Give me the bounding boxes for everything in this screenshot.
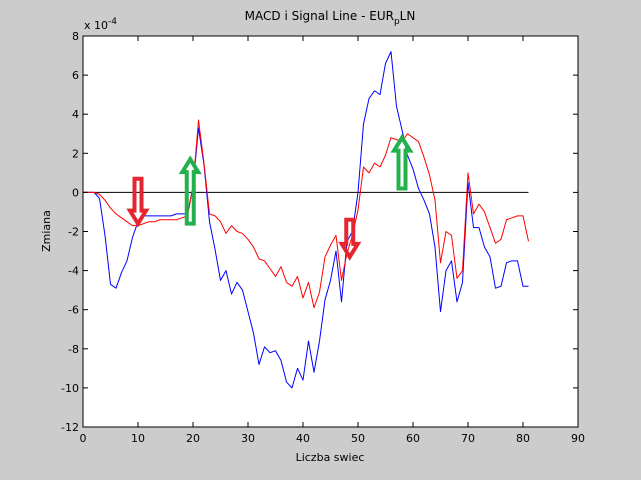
x-tick-layer: 0 10 20 30 40 50 60 70 80 90 xyxy=(80,36,585,445)
x-tick-label: 40 xyxy=(296,432,310,445)
x-tick-label: 50 xyxy=(351,432,365,445)
down-arrow-3 xyxy=(338,217,362,261)
y-tick-label: 6 xyxy=(72,69,79,82)
x-tick-label: 0 xyxy=(80,432,87,445)
x-tick-label: 90 xyxy=(571,432,585,445)
annotation-layer xyxy=(126,133,414,261)
y-multiplier: x 10-4 xyxy=(84,17,117,32)
series-layer xyxy=(83,51,529,389)
y-tick-label: -12 xyxy=(61,421,79,434)
x-tick-label: 70 xyxy=(461,432,475,445)
y-tick-layer: -12 -10 -8 -6 -4 -2 0 2 4 6 8 xyxy=(61,30,578,434)
chart-title: MACD i Signal Line - EURpLN xyxy=(245,9,416,27)
y-axis-label: Zmiana xyxy=(40,210,53,252)
down-arrow-1 xyxy=(126,176,150,228)
y-tick-label: 2 xyxy=(72,147,79,160)
y-tick-label: -8 xyxy=(68,343,79,356)
x-axis-label: Liczba swiec xyxy=(296,451,365,464)
series-line-1 xyxy=(83,51,529,389)
plot-area xyxy=(83,36,578,427)
y-tick-label: 8 xyxy=(72,30,79,43)
y-tick-label: -4 xyxy=(68,265,79,278)
x-tick-label: 60 xyxy=(406,432,420,445)
series-line-2 xyxy=(83,119,529,309)
up-arrow-4 xyxy=(390,133,414,191)
y-tick-label: 4 xyxy=(72,108,79,121)
x-tick-label: 30 xyxy=(241,432,255,445)
y-tick-label: -6 xyxy=(68,304,79,317)
y-tick-label: 0 xyxy=(72,186,79,199)
y-tick-label: -2 xyxy=(68,226,79,239)
x-tick-label: 20 xyxy=(186,432,200,445)
x-tick-label: 10 xyxy=(131,432,145,445)
up-arrow-2 xyxy=(178,155,202,226)
x-tick-label: 80 xyxy=(516,432,530,445)
y-tick-label: -10 xyxy=(61,382,79,395)
